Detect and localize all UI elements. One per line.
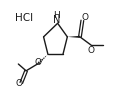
Text: HCl: HCl [15,13,33,23]
Text: N: N [53,15,61,25]
Text: O: O [34,58,41,67]
Polygon shape [67,36,80,38]
Text: O: O [82,13,89,22]
Text: O: O [88,46,95,55]
Text: O: O [15,79,22,88]
Text: H: H [54,11,60,19]
